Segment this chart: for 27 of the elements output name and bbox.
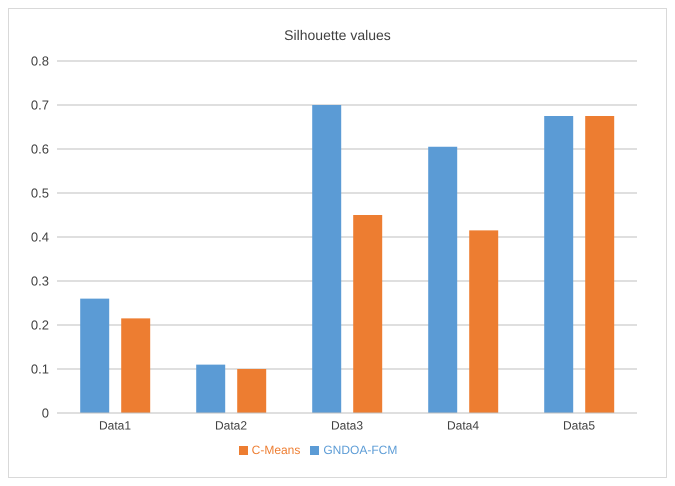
y-tick-label: 0 bbox=[42, 406, 49, 421]
bar bbox=[428, 146, 458, 413]
bar bbox=[196, 364, 226, 413]
chart-title: Silhouette values bbox=[283, 27, 392, 43]
y-tick-label: 0.5 bbox=[30, 186, 49, 201]
x-tick-label: Data2 bbox=[214, 418, 248, 433]
bar bbox=[80, 298, 110, 413]
x-tick-label: Data1 bbox=[98, 418, 132, 433]
y-tick-label: 0.2 bbox=[30, 318, 49, 333]
bar bbox=[237, 369, 266, 413]
x-tick-label: Data4 bbox=[446, 418, 480, 433]
y-tick-label: 0.4 bbox=[30, 230, 49, 245]
bar bbox=[312, 105, 342, 413]
y-tick-label: 0.8 bbox=[30, 54, 49, 69]
bar bbox=[469, 230, 498, 413]
bar bbox=[585, 116, 614, 413]
y-tick-label: 0.1 bbox=[30, 362, 49, 377]
bar bbox=[121, 318, 150, 413]
x-tick-label: Data3 bbox=[330, 418, 364, 433]
y-tick-label: 0.3 bbox=[30, 274, 49, 289]
y-tick-label: 0.7 bbox=[30, 98, 49, 113]
y-tick-label: 0.6 bbox=[30, 142, 49, 157]
legend-label: GNDOA-FCM bbox=[323, 443, 398, 457]
bar bbox=[353, 215, 382, 413]
legend-label: C-Means bbox=[252, 443, 300, 457]
x-tick-label: Data5 bbox=[562, 418, 596, 433]
bar bbox=[544, 116, 574, 413]
